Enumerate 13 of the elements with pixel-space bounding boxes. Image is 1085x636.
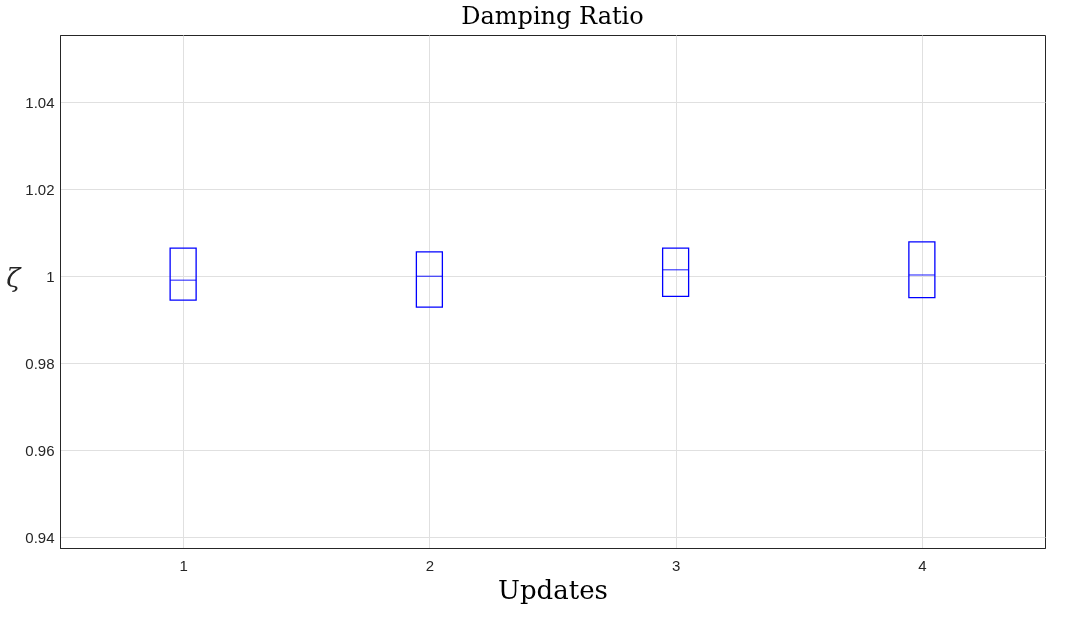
y-tick-label: 0.98 [25, 354, 55, 372]
x-tick-label: 4 [918, 556, 927, 574]
x-tick-label: 3 [671, 556, 681, 574]
x-tick-label: 2 [425, 556, 435, 574]
y-tick-label: 1.02 [25, 180, 55, 198]
y-tick-label: 0.94 [25, 528, 55, 546]
y-tick-label: 1 [46, 267, 55, 285]
y-tick-label: 1.04 [25, 93, 55, 111]
chart-title: Damping Ratio [461, 2, 644, 30]
y-axis-title: ζ [6, 263, 23, 293]
x-tick-label: 1 [179, 556, 188, 574]
y-tick-label: 0.96 [25, 441, 55, 459]
x-axis-title: Updates [498, 574, 608, 605]
